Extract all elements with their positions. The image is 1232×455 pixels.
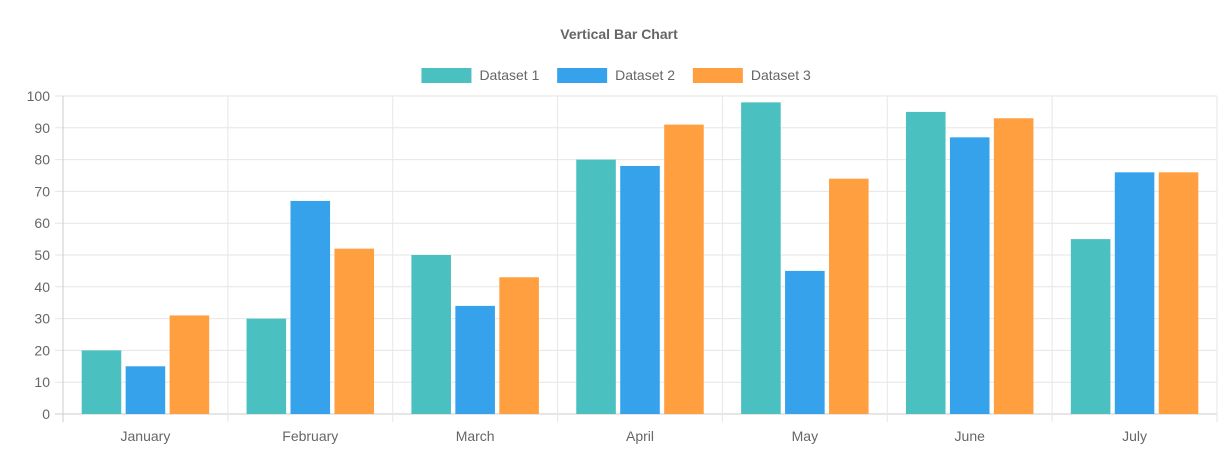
x-tick-label: April xyxy=(626,428,654,444)
y-tick-label: 20 xyxy=(34,342,50,358)
y-tick-label: 80 xyxy=(34,152,50,168)
x-tick-label: January xyxy=(121,428,171,444)
x-tick-label: March xyxy=(456,428,495,444)
y-tick-label: 10 xyxy=(34,374,50,390)
bar[interactable] xyxy=(829,178,869,414)
legend-label: Dataset 2 xyxy=(615,67,675,83)
bar[interactable] xyxy=(905,111,946,415)
legend-swatch xyxy=(692,68,743,83)
bar[interactable] xyxy=(949,137,990,414)
bar[interactable] xyxy=(290,200,331,414)
legend-item[interactable]: Dataset 3 xyxy=(692,67,811,83)
y-tick-label: 30 xyxy=(34,311,50,327)
bar[interactable] xyxy=(411,255,451,414)
bar[interactable] xyxy=(664,124,704,415)
bar[interactable] xyxy=(1114,172,1155,414)
bar[interactable] xyxy=(785,270,825,414)
y-tick-label: 40 xyxy=(34,279,50,295)
bar[interactable] xyxy=(246,318,287,414)
legend-label: Dataset 1 xyxy=(479,67,539,83)
legend-label: Dataset 3 xyxy=(751,67,811,83)
y-tick-label: 100 xyxy=(27,88,51,104)
y-tick-label: 0 xyxy=(42,406,50,422)
x-tick-label: June xyxy=(955,428,986,444)
legend-swatch xyxy=(557,68,608,83)
bars xyxy=(81,102,1199,415)
chart-title: Vertical Bar Chart xyxy=(560,26,678,42)
x-axis: January February March April May June July xyxy=(121,428,1148,444)
x-tick-label: July xyxy=(1122,428,1147,444)
bar[interactable] xyxy=(125,366,166,414)
legend-item[interactable]: Dataset 1 xyxy=(421,67,540,83)
bar[interactable] xyxy=(81,350,122,414)
legend: Dataset 1 Dataset 2 Dataset 3 xyxy=(421,67,811,83)
legend-swatch xyxy=(421,68,472,83)
legend-item[interactable]: Dataset 2 xyxy=(557,67,675,83)
y-tick-label: 70 xyxy=(34,183,50,199)
bar[interactable] xyxy=(499,277,539,414)
bar[interactable] xyxy=(741,102,781,415)
y-tick-label: 50 xyxy=(34,247,50,263)
bar[interactable] xyxy=(455,305,495,414)
x-tick-label: May xyxy=(792,428,818,444)
x-tick-label: February xyxy=(282,428,338,444)
bar[interactable] xyxy=(993,118,1034,414)
y-tick-label: 90 xyxy=(34,120,50,136)
y-tick-label: 60 xyxy=(34,215,50,231)
bar[interactable] xyxy=(334,248,375,414)
bar[interactable] xyxy=(1158,172,1199,414)
y-axis: 0 10 20 30 40 50 60 70 80 90 100 xyxy=(27,88,51,422)
bar[interactable] xyxy=(576,159,616,414)
bar[interactable] xyxy=(1070,239,1111,414)
bar[interactable] xyxy=(169,315,210,414)
bar[interactable] xyxy=(620,165,660,414)
